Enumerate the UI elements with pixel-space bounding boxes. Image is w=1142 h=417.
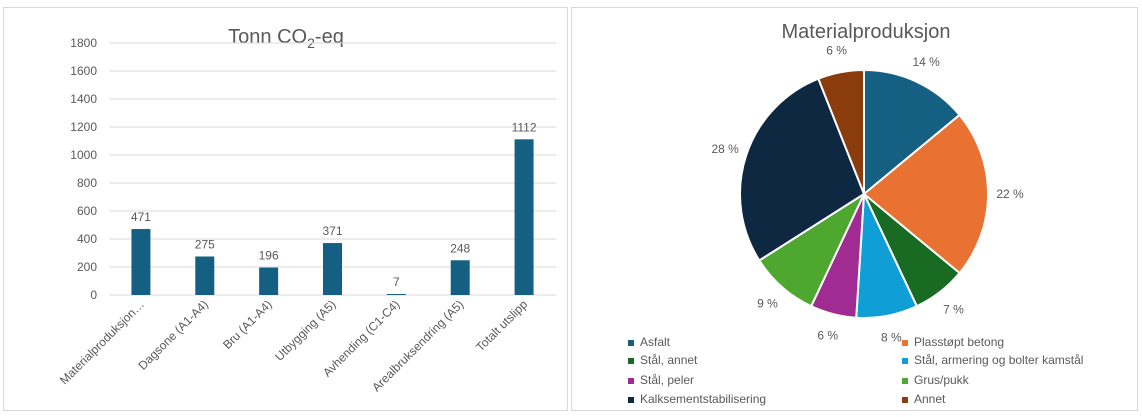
y-tick-label: 600 [77, 204, 97, 218]
legend-swatch [902, 378, 908, 384]
legend-entry: Stål, peler [640, 373, 694, 387]
legend-entry: Asfalt [640, 335, 671, 349]
legend-swatch [628, 397, 634, 403]
bar-value-label: 248 [450, 241, 470, 255]
pie-slice-label: 14 % [912, 55, 940, 69]
legend-entry: Stål, armering og bolter kamstål [914, 353, 1083, 367]
pie-chart: Materialproduksjon 14 % 22 % 7 % 8 % 6 % 9 % 2… [628, 21, 1083, 406]
y-tick-label: 1600 [70, 64, 97, 78]
legend-swatch [628, 340, 634, 346]
legend-swatch [902, 358, 908, 364]
legend-entry: Stål, annet [640, 353, 698, 367]
bar [131, 229, 151, 295]
x-tick-label: Dagsone (A1-A4) [135, 297, 210, 372]
y-tick-label: 0 [90, 288, 97, 302]
y-tick-label: 800 [77, 176, 97, 190]
x-tick-label: Utbygging (A5) [272, 297, 339, 364]
pie-slice-label: 8 % [881, 330, 902, 344]
x-tick-label: Bru (A1-A4) [220, 297, 275, 352]
y-tick-label: 1000 [70, 148, 97, 162]
legend-swatch [628, 358, 634, 364]
bar-value-label: 371 [322, 224, 342, 238]
bar-chart-title: Tonn CO2-eq [228, 26, 344, 51]
x-tick-label: Totalt utslipp [473, 297, 530, 354]
pie-slice-label: 6 % [826, 44, 847, 58]
bar [323, 243, 342, 295]
legend-swatch [902, 340, 908, 346]
pie-slice-label: 7 % [943, 302, 964, 316]
legend-swatch [902, 397, 908, 403]
y-tick-label: 400 [77, 232, 97, 246]
y-tick-label: 1400 [70, 92, 97, 106]
bar [386, 294, 406, 296]
pie-slice [817, 68, 865, 195]
bar [514, 139, 534, 295]
legend-entry: Kalksementstabilisering [640, 392, 766, 406]
bar [195, 256, 215, 295]
pie-slice-label: 28 % [711, 142, 739, 156]
bar-chart: Tonn CO2-eq 0 200 400 600 800 1000 1200 1400 160… [57, 26, 556, 394]
legend-entry: Grus/pukk [914, 373, 970, 387]
bar-value-label: 1112 [512, 120, 537, 134]
y-tick-label: 1800 [70, 36, 97, 50]
pie-slice [739, 77, 866, 262]
pie-slice-label: 9 % [757, 297, 778, 311]
bar-value-label: 275 [195, 238, 215, 252]
x-tick-label: Materialproduksjon… [57, 297, 147, 387]
legend-entry: Plasstøpt betong [914, 335, 1004, 349]
bar [450, 260, 470, 295]
pie-slice-label: 22 % [996, 187, 1024, 201]
bar-value-label: 471 [131, 210, 151, 224]
pie-chart-panel: Materialproduksjon 14 % 22 % 7 % 8 % 6 % 9 % 2… [571, 7, 1138, 411]
bar [259, 267, 279, 295]
y-tick-label: 1200 [70, 120, 97, 134]
bar-value-label: 196 [259, 249, 279, 263]
pie-slice [862, 113, 989, 275]
legend-entry: Annet [914, 392, 946, 406]
bar-chart-panel: Tonn CO2-eq 0 200 400 600 800 1000 1200 1400 160… [3, 7, 568, 411]
bar-value-label: 7 [393, 275, 400, 289]
legend-swatch [628, 378, 634, 384]
y-tick-label: 200 [77, 260, 97, 274]
pie-chart-title: Materialproduksjon [782, 21, 951, 43]
pie-slice [863, 68, 961, 197]
pie-slice-label: 6 % [817, 328, 838, 342]
